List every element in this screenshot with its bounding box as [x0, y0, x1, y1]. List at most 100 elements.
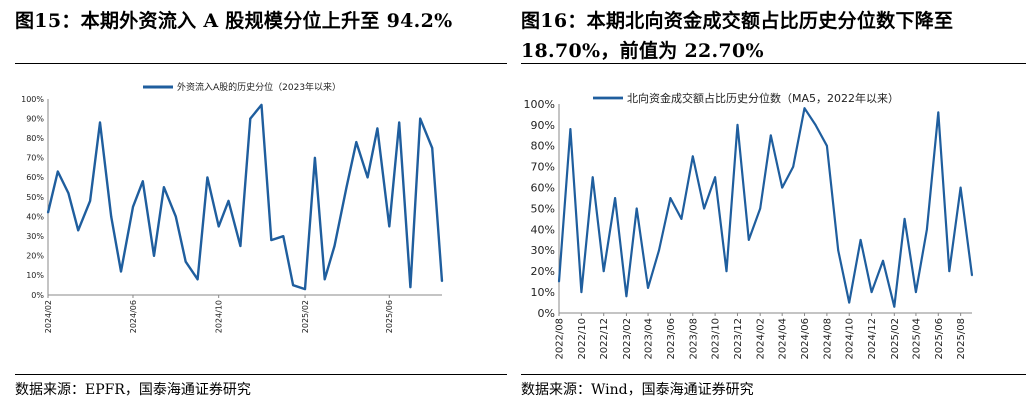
- right-source-rule: [521, 374, 1026, 375]
- x-tick-label: 2023/08: [688, 318, 699, 360]
- y-tick-label: 80%: [531, 140, 555, 153]
- x-tick-label: 2025/08: [956, 318, 967, 360]
- data-point: [249, 117, 252, 120]
- data-point: [56, 170, 59, 173]
- data-point: [441, 280, 443, 283]
- data-point: [110, 215, 113, 218]
- y-tick-label: 40%: [531, 223, 555, 236]
- data-point: [769, 134, 772, 137]
- data-point: [47, 211, 49, 214]
- data-point: [658, 249, 660, 252]
- data-point: [333, 245, 336, 247]
- y-tick-label: 10%: [26, 271, 44, 280]
- x-tick-label: 2022/12: [599, 318, 610, 360]
- data-point: [602, 270, 605, 273]
- data-point: [903, 218, 906, 220]
- data-point: [431, 147, 434, 149]
- data-point: [132, 205, 134, 208]
- data-point: [217, 225, 220, 228]
- y-tick-label: 30%: [531, 244, 555, 257]
- x-tick-label: 2025/02: [890, 318, 901, 360]
- data-point: [313, 156, 316, 159]
- data-point: [803, 107, 806, 110]
- x-tick-label: 2024/02: [44, 300, 53, 333]
- x-tick-label: 2024/06: [800, 318, 811, 360]
- data-point: [948, 270, 951, 273]
- left-figure-title: 图15：本期外资流入 A 股规模分位上升至 94.2%: [15, 10, 453, 32]
- data-point: [239, 245, 242, 247]
- data-point: [725, 270, 728, 273]
- data-point: [292, 284, 295, 287]
- data-point: [153, 254, 155, 257]
- y-tick-label: 90%: [531, 119, 555, 132]
- data-point: [99, 121, 101, 124]
- data-point: [714, 176, 717, 179]
- y-tick-label: 100%: [524, 98, 555, 111]
- y-tick-label: 50%: [531, 202, 555, 215]
- data-point: [625, 295, 628, 298]
- x-tick-label: 2025/02: [301, 300, 310, 333]
- data-point: [747, 238, 750, 241]
- x-tick-label: 2025/06: [934, 318, 945, 360]
- y-tick-label: 20%: [531, 265, 555, 278]
- data-point: [825, 144, 828, 147]
- right-title-rule: [521, 63, 1026, 64]
- data-point: [703, 207, 706, 210]
- data-point: [848, 301, 851, 304]
- right-source-note: 数据来源：Wind，国泰海通证券研究: [521, 382, 754, 398]
- data-point: [376, 127, 379, 130]
- y-tick-label: 0%: [538, 307, 555, 320]
- series-line: [46, 103, 444, 291]
- x-tick-label: 2024/12: [867, 318, 878, 360]
- data-point: [569, 128, 572, 130]
- y-tick-label: 80%: [26, 134, 44, 143]
- data-point: [162, 186, 165, 189]
- data-point: [77, 229, 80, 232]
- data-point: [635, 207, 638, 210]
- data-point: [282, 235, 285, 238]
- y-tick-label: 40%: [26, 212, 44, 221]
- right-figure-title: 图16：本期北向资金成交额占比历史分位数下降至 18.70%，前值为 22.70…: [521, 10, 954, 62]
- data-point: [591, 176, 594, 179]
- data-point: [558, 280, 560, 283]
- data-point: [270, 239, 273, 242]
- data-point: [926, 228, 928, 231]
- x-tick-label: 2023/02: [622, 318, 633, 360]
- data-point: [398, 121, 401, 124]
- data-point: [915, 291, 917, 293]
- x-tick-label: 2024/06: [129, 300, 138, 333]
- data-point: [67, 192, 70, 194]
- data-point: [366, 176, 369, 179]
- data-point: [196, 278, 199, 281]
- x-tick-label: 2023/10: [711, 318, 722, 360]
- y-tick-label: 0%: [31, 291, 44, 300]
- y-tick-label: 70%: [531, 161, 555, 174]
- data-point: [174, 215, 177, 218]
- x-tick-label: 2024/10: [845, 318, 856, 360]
- data-point: [614, 197, 616, 199]
- data-point: [345, 186, 348, 189]
- x-tick-label: 2024/04: [778, 318, 789, 360]
- left-source-rule: [15, 374, 507, 375]
- y-tick-label: 70%: [26, 154, 44, 163]
- data-point: [792, 165, 795, 168]
- left-source-note: 数据来源：EPFR，国泰海通证券研究: [15, 382, 251, 398]
- y-tick-label: 10%: [531, 286, 555, 299]
- series-line: [557, 107, 974, 308]
- x-tick-label: 2024/10: [214, 300, 223, 333]
- data-point: [141, 180, 144, 183]
- x-tick-label: 2022/10: [577, 318, 588, 360]
- data-point: [837, 249, 840, 252]
- data-point: [781, 186, 784, 189]
- data-point: [971, 274, 973, 277]
- data-point: [859, 238, 862, 241]
- data-point: [937, 111, 940, 114]
- data-point: [959, 186, 962, 189]
- y-tick-label: 50%: [26, 193, 44, 202]
- y-tick-label: 100%: [21, 95, 44, 104]
- x-tick-label: 2023/04: [644, 318, 655, 360]
- data-point: [814, 124, 817, 126]
- x-tick-label: 2022/08: [555, 318, 566, 360]
